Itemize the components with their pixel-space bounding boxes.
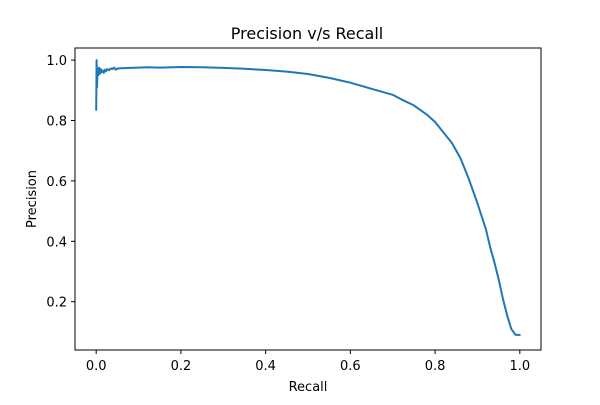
y-tick-label: 0.4 — [46, 235, 67, 250]
y-axis-ticks: 0.2 0.4 0.6 0.8 1.0 — [46, 54, 75, 311]
x-tick-label: 0.0 — [86, 359, 107, 374]
x-tick-label: 0.2 — [171, 359, 192, 374]
y-tick-label: 0.6 — [46, 175, 67, 190]
x-axis-label: Recall — [289, 380, 328, 395]
y-tick-label: 0.8 — [46, 114, 67, 129]
y-axis-label: Precision — [25, 170, 40, 228]
y-tick-label: 0.2 — [46, 296, 67, 311]
precision-recall-curve — [95, 59, 521, 336]
chart-title: Precision v/s Recall — [231, 24, 384, 43]
x-tick-label: 0.4 — [255, 359, 276, 374]
x-tick-label: 1.0 — [509, 359, 530, 374]
x-tick-label: 0.8 — [425, 359, 446, 374]
y-tick-label: 1.0 — [46, 54, 67, 69]
series-layer — [95, 59, 521, 336]
x-axis-ticks: 0.0 0.2 0.4 0.6 0.8 1.0 — [86, 350, 530, 374]
x-tick-label: 0.6 — [340, 359, 361, 374]
plot-area-frame — [74, 47, 542, 351]
